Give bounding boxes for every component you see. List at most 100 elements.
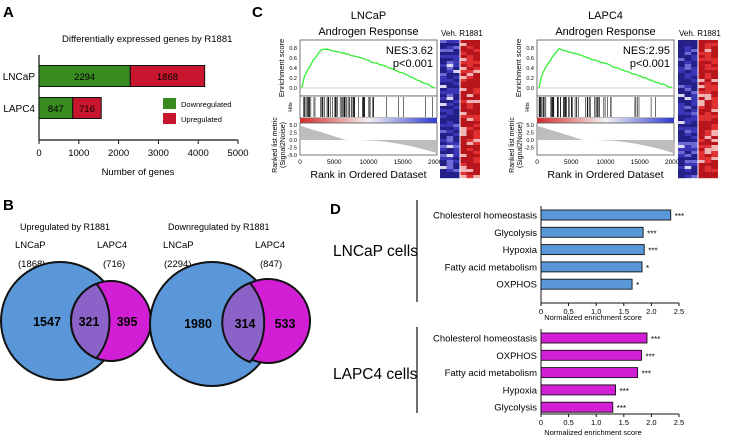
heatmap-cell <box>704 46 712 50</box>
heatmap-cell <box>466 157 474 161</box>
heatmap-cell <box>460 49 467 53</box>
heatmap-cell <box>684 79 692 83</box>
heatmap-cell <box>473 151 480 155</box>
heatmap-cell <box>446 97 454 101</box>
heatmap-cell <box>453 40 460 44</box>
panel-c: C LNCaP Androgen Response 0.8 0.6 0.4 0.2 0.0 N… <box>252 4 721 181</box>
heatmap-cell <box>473 46 480 50</box>
heatmap-cell <box>711 64 718 68</box>
heatmap-cell <box>684 121 692 125</box>
heatmap-cell <box>466 112 474 116</box>
heatmap-cell <box>691 79 698 83</box>
heatmap-cell <box>440 70 447 74</box>
heatmap-cell <box>440 112 447 116</box>
heatmap-cell <box>698 64 705 68</box>
category-label: LNCaP <box>3 72 36 83</box>
heatmap-cell <box>691 94 698 98</box>
heatmap-cell <box>466 106 474 110</box>
heatmap-cell <box>473 172 480 176</box>
heatmap-cell <box>446 151 454 155</box>
heatmap-cell <box>691 46 698 50</box>
heatmap-cell <box>711 46 718 50</box>
heatmap-cell <box>460 139 467 143</box>
legend-swatch-down <box>163 98 176 109</box>
heatmap-cell <box>711 67 718 71</box>
heatmap-cell <box>678 100 685 104</box>
heatmap-cell <box>440 160 447 164</box>
gsea-cell-title: LAPC4 <box>588 10 623 22</box>
heatmap-cell <box>704 127 712 131</box>
heatmap-cell <box>440 103 447 107</box>
heatmap-cell <box>446 169 454 173</box>
heatmap-cell <box>440 85 447 89</box>
nes-tick-label: 0.5 <box>563 418 573 427</box>
heatmap-cell <box>704 52 712 56</box>
heatmap-cell <box>453 88 460 92</box>
heatmap-cell <box>453 55 460 59</box>
nes-bar <box>540 384 616 396</box>
heatmap-cell <box>698 58 705 62</box>
heatmap-cell <box>691 67 698 71</box>
heatmap-cell <box>440 73 447 77</box>
heatmap-cell <box>704 85 712 89</box>
heatmap-cell <box>704 43 712 47</box>
heatmap-cell <box>711 52 718 56</box>
pathway-label: Hypoxia <box>503 385 538 396</box>
heatmap-cell <box>678 49 685 53</box>
d-xlabel-lncap: Normalized enrichment score <box>544 313 642 322</box>
heatmap-cell <box>446 82 454 86</box>
heatmap-cell <box>453 103 460 107</box>
heatmap-cell <box>711 49 718 53</box>
heatmap-cell <box>473 43 480 47</box>
heatmap-cell <box>704 142 712 146</box>
heatmap-cell <box>684 169 692 173</box>
heatmap-cell <box>473 142 480 146</box>
heatmap-cell <box>460 70 467 74</box>
venn-left-count-down: (2294) <box>164 259 191 270</box>
venn-overlap-up <box>70 282 111 360</box>
heatmap-cell <box>698 55 705 59</box>
heatmap-cell <box>446 121 454 125</box>
heatmap-cell <box>473 136 480 140</box>
heatmap-cell <box>460 151 467 155</box>
heatmap-cell <box>684 67 692 71</box>
significance-mark: *** <box>648 247 657 256</box>
heatmap-cell <box>711 112 718 116</box>
heatmap-cell <box>440 169 447 173</box>
heatmap-cell <box>704 79 712 83</box>
heatmap-cell <box>453 43 460 47</box>
heatmap-cell <box>691 55 698 59</box>
heatmap-cell <box>698 166 705 170</box>
heatmap-cell <box>440 100 447 104</box>
heatmap-cell <box>460 121 467 125</box>
heatmap-cell <box>440 142 447 146</box>
heatmap-cell <box>684 145 692 149</box>
heatmap-cell <box>453 64 460 68</box>
heatmap-cell <box>460 148 467 152</box>
heatmap-cell <box>460 94 467 98</box>
pathway-label: Cholesterol homeostasis <box>433 211 537 222</box>
bar-segment <box>72 97 102 119</box>
heatmap-cell <box>453 67 460 71</box>
heatmap-cell <box>446 91 454 95</box>
es-axis-label: Enrichment score <box>277 39 286 97</box>
gsea-cell-title: LNCaP <box>351 10 386 22</box>
heatmap-cell <box>704 49 712 53</box>
heatmap-cell <box>446 127 454 131</box>
heatmap-cell <box>678 157 685 161</box>
heatmap-cell <box>460 58 467 62</box>
heatmap-cell <box>473 94 480 98</box>
heatmap-cell <box>466 46 474 50</box>
heatmap-cell <box>460 118 467 122</box>
x-tick-label: 5000 <box>227 148 248 159</box>
nes-tick-label: 1.0 <box>591 307 601 316</box>
heatmap-cell <box>446 103 454 107</box>
heatmap-cell <box>466 97 474 101</box>
nes-bar <box>540 332 648 344</box>
heatmap-cell <box>473 64 480 68</box>
x-tick-label: 3000 <box>148 148 169 159</box>
heatmap-cell <box>678 148 685 152</box>
heatmap-cell <box>473 133 480 137</box>
heatmap-cell <box>466 145 474 149</box>
heatmap-cell <box>678 40 685 44</box>
